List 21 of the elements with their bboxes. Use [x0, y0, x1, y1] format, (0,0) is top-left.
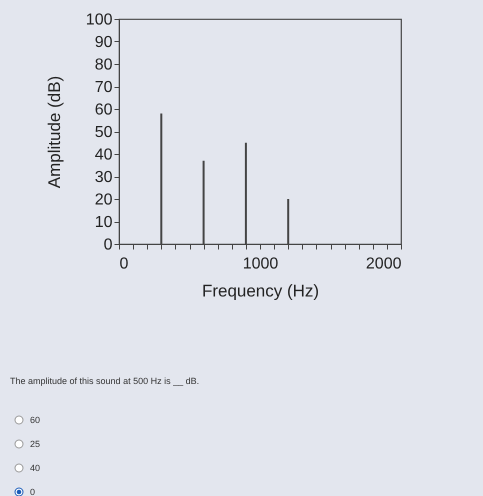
x-tick-label: 2000	[366, 256, 402, 272]
y-tick-label: 80	[94, 56, 113, 74]
y-tick-label: 100	[86, 12, 113, 28]
y-tick-label: 30	[94, 169, 113, 186]
y-tick-label: 60	[94, 102, 113, 118]
y-tick-label: 0	[104, 236, 113, 254]
text: 40	[30, 463, 40, 473]
text: 60	[30, 415, 40, 425]
y-tick-label: 10	[94, 214, 113, 231]
text: 25	[30, 439, 40, 449]
text: 0	[30, 487, 36, 496]
y-tick-label: 90	[94, 34, 113, 51]
x-tick-label: 1000	[242, 256, 278, 272]
text: The amplitude of this sound at 500 Hz is __ dB.	[10, 376, 200, 386]
y-tick-label: 20	[94, 192, 113, 208]
y-tick-label: 50	[94, 124, 113, 141]
x-axis-title: Frequency (Hz)	[202, 282, 320, 300]
y-axis-title: Amplitude (dB)	[44, 76, 64, 188]
y-tick-label: 70	[94, 79, 113, 96]
x-tick-label: 0	[120, 256, 128, 272]
y-tick-label: 40	[94, 146, 113, 164]
